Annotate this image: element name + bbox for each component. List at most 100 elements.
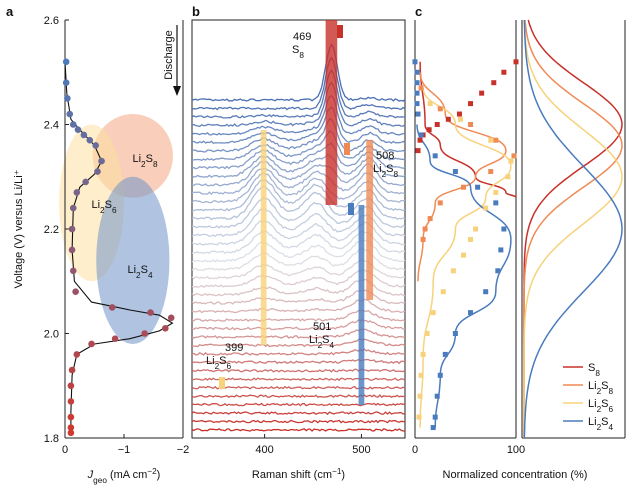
panel-c: 0 100 Normalized concentration (%) S8 Li2S8 L… [412, 19, 626, 481]
spectrum-line [191, 358, 406, 365]
data-point [468, 236, 474, 242]
data-point [72, 288, 79, 296]
peak-label-species: Li2S4 [309, 334, 335, 350]
data-point [468, 101, 474, 107]
spectrum-line [191, 428, 405, 432]
data-point [69, 121, 77, 128]
data-point [475, 184, 481, 190]
spectrum-line [191, 338, 406, 348]
data-point [493, 189, 499, 195]
x-tick-label: 100 [507, 444, 525, 456]
data-point [417, 393, 423, 399]
x-tick-label: −2 [177, 444, 190, 456]
data-point [88, 340, 95, 348]
peak-marker [348, 203, 354, 215]
data-point [434, 122, 440, 127]
data-point [437, 106, 443, 112]
panel-label: c [415, 4, 422, 19]
region-ellipse [96, 176, 170, 344]
data-point [420, 236, 426, 242]
data-point [491, 80, 497, 86]
spectrum-line [191, 328, 406, 339]
data-point [457, 116, 463, 122]
discharge-arrowhead [173, 86, 181, 96]
data-point [74, 126, 82, 134]
x-tick-label: 500 [352, 444, 370, 456]
x-axis-label: Normalized concentration (%) [443, 469, 588, 481]
data-point [82, 178, 89, 186]
data-point [414, 101, 420, 107]
data-point [147, 309, 154, 316]
data-point [416, 414, 422, 420]
panel-label: b [192, 4, 200, 19]
data-point [167, 314, 175, 322]
data-point [415, 148, 421, 154]
data-point [68, 246, 76, 254]
distribution-curve [523, 19, 623, 438]
data-point [111, 335, 119, 343]
data-point [460, 252, 466, 258]
peak-label-species: S8 [292, 44, 304, 60]
panel-labels: a b c [6, 4, 422, 19]
data-point [445, 116, 451, 122]
spectrum-line [191, 81, 406, 128]
legend-label: Li2S8 [588, 380, 614, 396]
data-point [67, 429, 75, 437]
peak-label-value: 399 [225, 342, 243, 354]
data-point [493, 200, 499, 206]
spectrum-line [191, 56, 406, 111]
data-point [67, 382, 75, 390]
spectrum-line [191, 318, 406, 331]
data-point [414, 90, 420, 96]
panel-a: Li2S8 Li2S6 Li2S4 1.8 2.0 2.2 2.4 2.6 0 −1 −2 Volta… [13, 15, 189, 485]
data-point [94, 168, 101, 175]
peak-label-value: 501 [313, 321, 331, 333]
data-point [432, 153, 438, 159]
peak-bar [260, 130, 267, 345]
spectrum-line [191, 106, 406, 145]
data-point [430, 310, 436, 316]
spectrum-line [191, 394, 406, 399]
data-point [69, 204, 77, 212]
x-tick-label: 400 [255, 444, 273, 456]
data-point [67, 424, 75, 431]
fit-line [419, 61, 517, 199]
data-point [73, 351, 81, 358]
peak-bar [358, 205, 365, 405]
data-point [473, 226, 479, 232]
data-point [67, 413, 75, 421]
data-point [479, 90, 485, 96]
data-point [452, 331, 458, 336]
data-point [427, 216, 433, 222]
region-label: Li2S6 [91, 199, 117, 215]
distribution-curve [523, 19, 623, 438]
data-point [452, 169, 458, 175]
data-point [456, 111, 462, 117]
data-point [493, 137, 499, 143]
legend-label: S8 [588, 362, 600, 378]
spectrum-line [191, 69, 406, 119]
discharge-label: Discharge [163, 30, 175, 80]
data-point [498, 247, 504, 253]
data-point [501, 226, 507, 232]
data-point [69, 267, 77, 275]
spectrum-line [191, 43, 406, 102]
legend-label: Li2S6 [588, 398, 614, 414]
data-point [162, 324, 169, 332]
data-point [68, 225, 76, 233]
data-point [108, 304, 116, 311]
spectrum-line [191, 419, 406, 424]
data-point [68, 366, 76, 374]
fit-line [419, 87, 512, 428]
y-tick-label: 2.0 [44, 329, 59, 341]
peak-label-value: 508 [376, 150, 394, 162]
spectrum-line [191, 95, 406, 136]
spectrum-line [191, 368, 406, 373]
data-point [67, 398, 75, 405]
spectrum-line [191, 377, 406, 382]
peak-label-species: Li2S6 [206, 355, 232, 371]
data-point [418, 132, 424, 138]
peak-label-species: Li2S8 [373, 163, 399, 179]
data-point [427, 101, 433, 107]
